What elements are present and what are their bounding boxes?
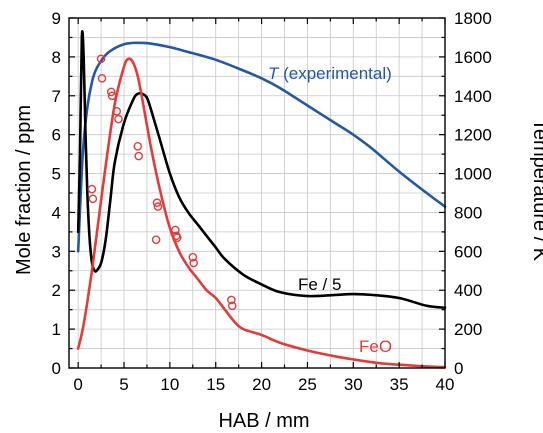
y-right-tick-label: 1400 <box>454 87 492 106</box>
y-left-tick-label: 0 <box>52 359 61 378</box>
x-tick-label: 5 <box>119 375 128 394</box>
y-left-tick-label: 9 <box>52 9 61 28</box>
feo-measured-point <box>227 301 237 311</box>
y-right-tick-label: 600 <box>454 242 482 261</box>
feo-measured-point <box>171 225 180 235</box>
y-right-tick-label: 200 <box>454 320 482 339</box>
feo-measured-point <box>96 54 106 64</box>
feo-measured-point <box>87 184 97 194</box>
x-tick-label: 20 <box>252 375 271 394</box>
y-right-tick-label: 1600 <box>454 48 492 67</box>
feo-measured-point <box>188 252 198 262</box>
y-left-tick-label: 3 <box>52 242 61 261</box>
series-layer <box>76 30 447 369</box>
temperature-annotation: T (experimental) <box>268 64 392 83</box>
feo-annotation: FeO <box>359 337 392 356</box>
temperature-annotation-symbol: T <box>268 64 280 83</box>
x-tick-label: 30 <box>344 375 363 394</box>
temperature-line <box>76 41 447 253</box>
y-left-tick-label: 6 <box>52 126 61 145</box>
x-axis-title: HAB / mm <box>218 410 309 432</box>
y-right-tick-label: 400 <box>454 281 482 300</box>
feo-measured-point <box>97 73 107 83</box>
feo-measured-point <box>189 258 199 268</box>
y-left-tick-label: 1 <box>52 320 61 339</box>
y-left-tick-label: 5 <box>52 165 61 184</box>
y-right-tick-label: 1800 <box>454 9 492 28</box>
feo-measured-point <box>172 233 182 243</box>
feo-measured-point <box>114 114 123 124</box>
y-left-tick-label: 2 <box>52 281 61 300</box>
feo-measured-point <box>152 198 162 208</box>
y-left-tick-label: 8 <box>52 48 61 67</box>
fe-line <box>76 30 447 310</box>
temperature-annotation-label: (experimental) <box>278 64 391 83</box>
x-tick-label: 25 <box>298 375 317 394</box>
feo-line <box>76 57 447 369</box>
feo-measured-point <box>153 202 163 211</box>
x-tick-label: 40 <box>436 375 455 394</box>
y-right-tick-label: 0 <box>454 359 463 378</box>
y-left-tick-label: 4 <box>52 203 61 222</box>
feo-measured-point <box>106 87 116 97</box>
feo-measured-point <box>133 142 143 151</box>
feo-measured-point <box>88 194 98 204</box>
feo-measured-point <box>112 107 121 116</box>
y-right-tick-label: 800 <box>454 203 482 222</box>
x-tick-label: 15 <box>206 375 225 394</box>
y-left-axis-title: Mole fraction / ppm <box>13 105 35 275</box>
feo-measured-point <box>227 295 236 305</box>
fe-annotation: Fe / 5 <box>298 275 341 294</box>
feo-measured-point <box>107 91 117 101</box>
y-left-tick-label: 7 <box>52 87 61 106</box>
y-right-tick-label: 1200 <box>454 126 492 145</box>
y-right-tick-label: 1000 <box>454 165 492 184</box>
markers-layer <box>87 54 237 311</box>
x-tick-label: 35 <box>390 375 409 394</box>
x-tick-label: 0 <box>73 375 82 394</box>
feo-measured-point <box>134 151 143 161</box>
ticks: 0 5 10 15 20 25 30 35 40012345678902004006008001… <box>52 9 492 394</box>
y-right-axis-title: Temperature / K <box>529 119 543 262</box>
grid <box>69 18 446 368</box>
x-tick-label: 10 <box>160 375 179 394</box>
feo-measured-point <box>151 235 161 244</box>
